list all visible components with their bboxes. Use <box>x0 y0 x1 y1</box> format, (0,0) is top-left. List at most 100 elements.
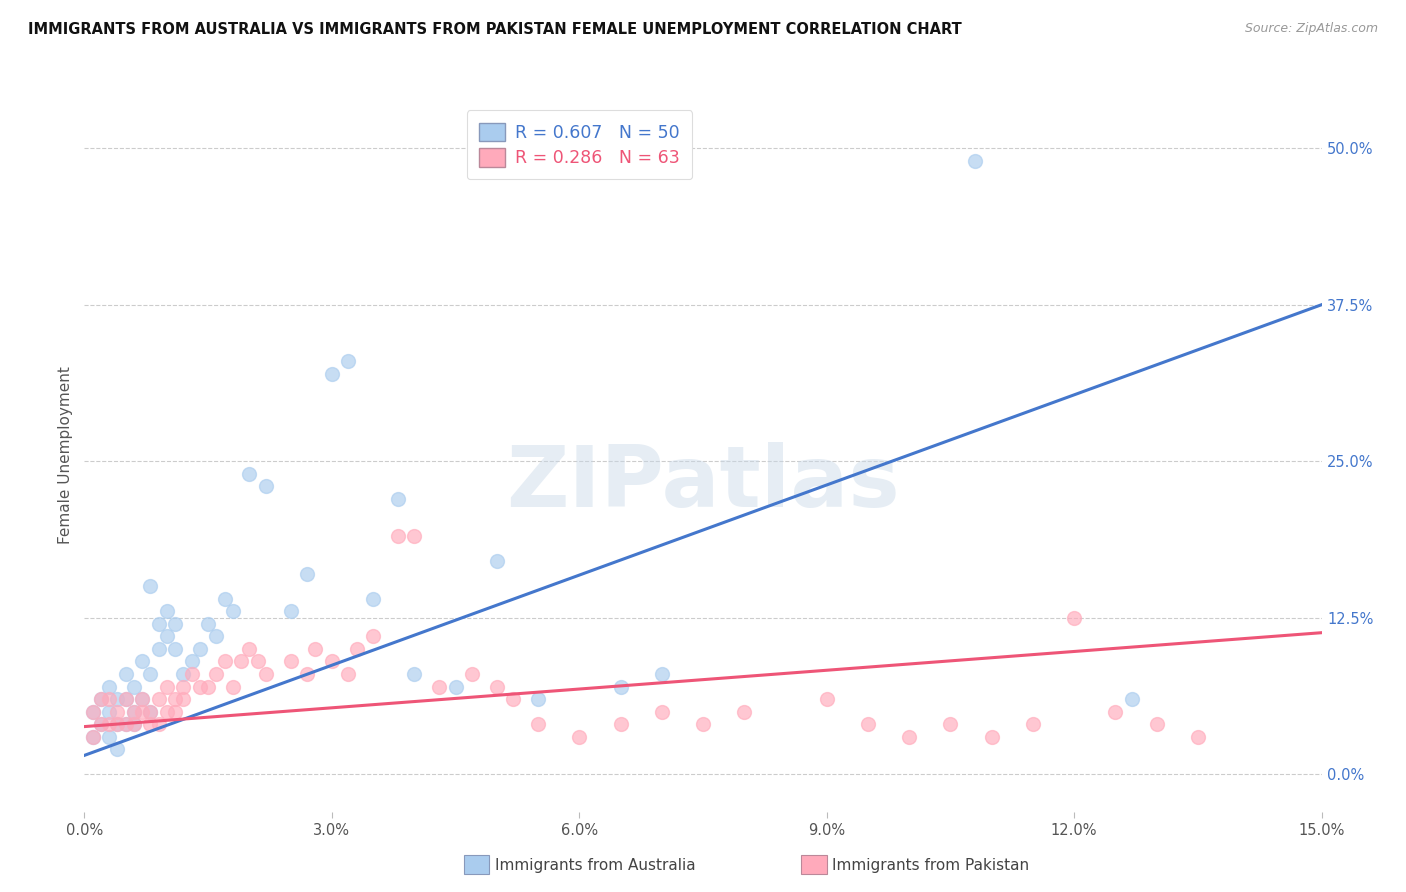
Point <box>172 680 194 694</box>
Point <box>214 591 236 606</box>
Point <box>527 717 550 731</box>
Point <box>321 655 343 669</box>
Text: IMMIGRANTS FROM AUSTRALIA VS IMMIGRANTS FROM PAKISTAN FEMALE UNEMPLOYMENT CORREL: IMMIGRANTS FROM AUSTRALIA VS IMMIGRANTS … <box>28 22 962 37</box>
Point <box>254 667 277 681</box>
Point <box>965 153 987 168</box>
Point <box>205 667 228 681</box>
Point <box>188 642 211 657</box>
Point <box>387 529 409 543</box>
Text: Immigrants from Pakistan: Immigrants from Pakistan <box>832 858 1029 872</box>
Point <box>131 655 153 669</box>
Point <box>254 479 277 493</box>
Point <box>90 692 112 706</box>
Point <box>361 591 384 606</box>
Point <box>122 717 145 731</box>
Point <box>527 692 550 706</box>
Point <box>165 692 187 706</box>
Point <box>90 717 112 731</box>
Point <box>122 705 145 719</box>
Point <box>502 692 524 706</box>
Point <box>485 554 508 568</box>
Point <box>939 717 962 731</box>
Point <box>172 692 194 706</box>
Point <box>205 630 228 644</box>
Point <box>156 705 179 719</box>
Point <box>82 705 104 719</box>
Point <box>651 667 673 681</box>
Point <box>337 354 360 368</box>
Point <box>246 655 269 669</box>
Point <box>295 566 318 581</box>
Point <box>180 667 202 681</box>
Point <box>222 680 245 694</box>
Point <box>114 692 136 706</box>
Point <box>188 680 211 694</box>
Point <box>304 642 326 657</box>
Point <box>980 730 1002 744</box>
Point <box>609 717 631 731</box>
Point <box>139 667 162 681</box>
Point <box>238 467 260 481</box>
Point <box>1146 717 1168 731</box>
Point <box>98 717 121 731</box>
Point <box>105 717 128 731</box>
Point <box>280 604 302 618</box>
Point <box>568 730 591 744</box>
Point <box>148 642 170 657</box>
Point <box>90 692 112 706</box>
Point <box>197 680 219 694</box>
Point <box>98 680 121 694</box>
Point <box>361 630 384 644</box>
Text: Immigrants from Australia: Immigrants from Australia <box>495 858 696 872</box>
Point <box>815 692 838 706</box>
Point <box>156 604 179 618</box>
Text: Source: ZipAtlas.com: Source: ZipAtlas.com <box>1244 22 1378 36</box>
Point <box>131 692 153 706</box>
Point <box>180 655 202 669</box>
Point <box>98 692 121 706</box>
Point <box>165 616 187 631</box>
Point <box>148 616 170 631</box>
Point <box>295 667 318 681</box>
Point <box>404 667 426 681</box>
Point <box>692 717 714 731</box>
Point <box>139 717 162 731</box>
Point <box>114 717 136 731</box>
Point <box>98 730 121 744</box>
Point <box>898 730 921 744</box>
Point <box>156 630 179 644</box>
Point <box>856 717 879 731</box>
Point <box>105 717 128 731</box>
Point <box>651 705 673 719</box>
Point <box>280 655 302 669</box>
Point <box>229 655 252 669</box>
Point <box>387 491 409 506</box>
Point <box>90 717 112 731</box>
Legend: R = 0.607   N = 50, R = 0.286   N = 63: R = 0.607 N = 50, R = 0.286 N = 63 <box>467 111 692 179</box>
Y-axis label: Female Unemployment: Female Unemployment <box>58 366 73 544</box>
Point <box>165 642 187 657</box>
Point <box>609 680 631 694</box>
Point <box>148 692 170 706</box>
Text: ZIPatlas: ZIPatlas <box>506 442 900 525</box>
Point <box>98 705 121 719</box>
Point <box>82 705 104 719</box>
Point <box>122 680 145 694</box>
Point <box>733 705 755 719</box>
Point <box>1022 717 1045 731</box>
Point <box>485 680 508 694</box>
Point <box>82 730 104 744</box>
Point <box>404 529 426 543</box>
Point <box>238 642 260 657</box>
Point <box>1187 730 1209 744</box>
Point <box>82 730 104 744</box>
Point <box>148 717 170 731</box>
Point <box>105 742 128 756</box>
Point <box>1104 705 1126 719</box>
Point <box>105 705 128 719</box>
Point <box>114 717 136 731</box>
Point <box>139 705 162 719</box>
Point <box>139 579 162 593</box>
Point <box>172 667 194 681</box>
Point <box>122 717 145 731</box>
